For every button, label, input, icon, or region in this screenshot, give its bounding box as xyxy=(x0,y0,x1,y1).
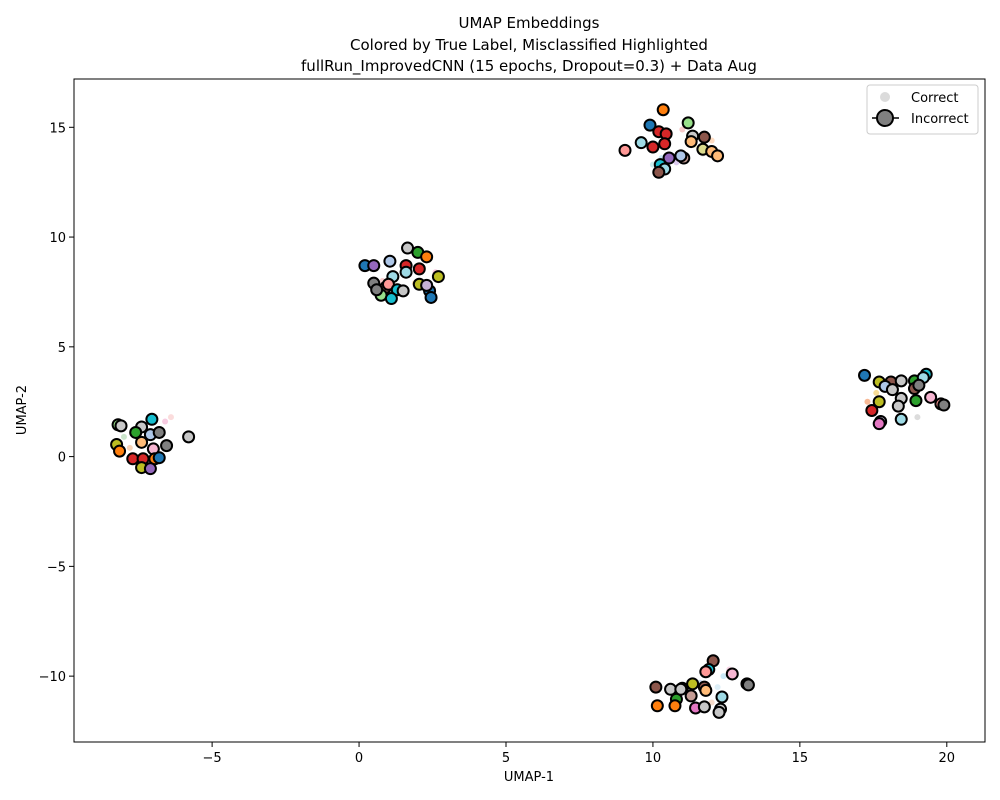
x-axis-ticks: −5 0 5 10 15 20 xyxy=(203,742,956,766)
y-axis-ticks: −10 −5 0 5 10 15 xyxy=(39,121,74,685)
incorrect-point xyxy=(924,390,938,404)
x-tick-label: 20 xyxy=(939,751,956,766)
y-tick-label: 10 xyxy=(49,231,66,246)
incorrect-point xyxy=(712,705,726,719)
incorrect-point xyxy=(674,149,688,163)
incorrect-point xyxy=(894,412,908,426)
correct-point xyxy=(120,433,127,440)
x-axis-label: UMAP-1 xyxy=(504,770,554,785)
chart-title-line-1: UMAP Embeddings xyxy=(459,14,600,32)
incorrect-point xyxy=(699,665,713,679)
y-tick-label: 0 xyxy=(58,451,66,466)
legend-correct-marker xyxy=(880,92,890,102)
incorrect-point xyxy=(113,444,127,458)
legend-box xyxy=(866,84,979,135)
y-tick-label: −10 xyxy=(39,670,66,685)
incorrect-point xyxy=(674,682,688,696)
incorrect-point xyxy=(412,262,426,276)
title-block: UMAP Embeddings Colored by True Label, M… xyxy=(301,14,757,76)
x-tick-label: −5 xyxy=(203,751,222,766)
incorrect-point xyxy=(684,135,698,149)
incorrect-point xyxy=(885,383,899,397)
incorrect-point xyxy=(858,368,872,382)
y-axis-label: UMAP-2 xyxy=(15,385,30,435)
incorrect-point xyxy=(662,151,676,165)
incorrect-point xyxy=(668,699,682,713)
incorrect-point xyxy=(894,374,908,388)
incorrect-point xyxy=(649,680,663,694)
incorrect-point xyxy=(634,136,648,150)
incorrect-point xyxy=(872,417,886,431)
correct-point xyxy=(714,684,721,691)
correct-point xyxy=(914,414,921,421)
incorrect-point xyxy=(725,667,739,681)
incorrect-point xyxy=(420,250,434,264)
incorrect-point xyxy=(658,137,672,151)
x-tick-label: 10 xyxy=(645,751,662,766)
correct-point xyxy=(873,389,880,396)
incorrect-point xyxy=(711,149,725,163)
x-tick-label: 5 xyxy=(502,751,510,766)
incorrect-point xyxy=(912,378,926,392)
plot-frame xyxy=(73,78,986,743)
incorrect-point xyxy=(384,292,398,306)
incorrect-point xyxy=(396,284,410,298)
incorrect-point xyxy=(865,404,879,417)
chart-title-line-3: fullRun_ImprovedCNN (15 epochs, Dropout=… xyxy=(301,57,757,76)
incorrect-point xyxy=(383,254,397,268)
legend-correct-label: Correct xyxy=(911,91,958,106)
incorrect-point xyxy=(684,689,698,703)
incorrect-point xyxy=(424,290,438,304)
incorrect-point xyxy=(618,143,632,157)
incorrect-point xyxy=(937,398,951,412)
correct-point xyxy=(126,444,133,451)
incorrect-point xyxy=(152,451,166,465)
incorrect-point xyxy=(699,683,713,697)
incorrect-points-layer xyxy=(110,103,951,719)
incorrect-point xyxy=(681,116,695,130)
incorrect-point xyxy=(135,435,149,449)
correct-point xyxy=(708,699,715,706)
incorrect-point xyxy=(643,118,657,132)
x-tick-label: 15 xyxy=(792,751,809,766)
x-tick-label: 0 xyxy=(355,751,363,766)
incorrect-point xyxy=(129,425,143,439)
correct-points-layer xyxy=(120,126,933,706)
correct-point xyxy=(679,126,686,133)
incorrect-point xyxy=(143,462,157,476)
incorrect-point xyxy=(891,399,905,413)
correct-point xyxy=(720,673,727,680)
y-tick-label: −5 xyxy=(47,560,66,575)
y-tick-label: 5 xyxy=(58,341,66,356)
incorrect-point xyxy=(872,395,886,409)
incorrect-point xyxy=(152,425,166,439)
incorrect-point xyxy=(145,412,159,426)
incorrect-point xyxy=(182,430,196,444)
incorrect-point xyxy=(420,278,434,292)
incorrect-point xyxy=(431,270,445,284)
incorrect-point xyxy=(646,140,660,154)
incorrect-point xyxy=(160,439,174,453)
incorrect-point xyxy=(370,283,384,297)
incorrect-point xyxy=(656,103,670,117)
chart-title-line-2: Colored by True Label, Misclassified Hig… xyxy=(350,36,708,54)
incorrect-point xyxy=(741,678,755,692)
incorrect-point xyxy=(697,130,711,144)
incorrect-point xyxy=(399,265,413,279)
incorrect-point xyxy=(909,394,923,408)
incorrect-point xyxy=(652,165,666,179)
incorrect-point xyxy=(650,699,664,713)
incorrect-point xyxy=(114,419,128,433)
legend-incorrect-marker xyxy=(876,109,894,127)
correct-point xyxy=(864,398,871,405)
correct-point xyxy=(162,418,169,425)
correct-point xyxy=(167,414,174,421)
incorrect-point xyxy=(367,259,381,273)
legend: Correct Incorrect xyxy=(866,84,979,135)
incorrect-point xyxy=(715,690,729,704)
incorrect-point xyxy=(697,700,711,714)
legend-incorrect-label: Incorrect xyxy=(911,112,969,127)
y-tick-label: 15 xyxy=(49,121,66,136)
